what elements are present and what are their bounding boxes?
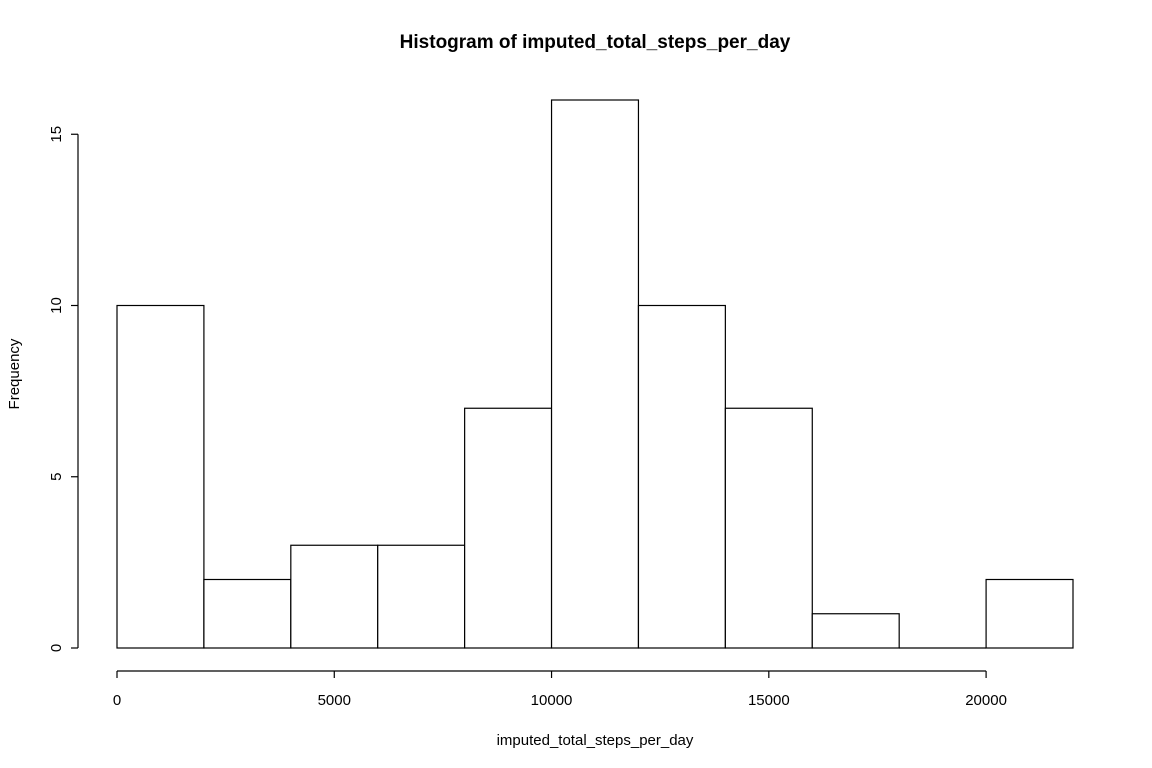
x-tick-label-0: 0: [113, 692, 121, 709]
x-axis-label: imputed_total_steps_per_day: [497, 732, 694, 749]
y-axis-label: Frequency: [6, 338, 23, 409]
y-axis: 0 5 10 15: [48, 126, 79, 652]
x-tick-label-1: 5000: [318, 692, 351, 709]
x-tick-label-2: 10000: [531, 692, 573, 709]
histogram-bar-7: [724, 407, 813, 649]
histogram-bar-4: [464, 407, 553, 649]
x-tick-label-4: 20000: [965, 692, 1007, 709]
histogram-bar-6: [637, 304, 726, 649]
histogram-bar-0: [116, 304, 205, 649]
histogram-bar-1: [203, 578, 292, 649]
histogram-bar-10: [985, 578, 1074, 649]
histogram-bar-2: [290, 544, 379, 649]
histogram-bar-5: [550, 99, 640, 649]
y-tick-label-2: 10: [48, 297, 65, 314]
y-tick-label-0: 0: [48, 644, 65, 652]
x-tick-label-3: 15000: [748, 692, 790, 709]
y-tick-label-3: 15: [48, 126, 65, 143]
histogram-bar-3: [377, 544, 466, 649]
histogram-bar-8: [811, 613, 900, 649]
y-tick-label-1: 5: [48, 473, 65, 481]
x-axis: 0 5000 10000 15000 20000: [113, 670, 1007, 709]
chart-title: Histogram of imputed_total_steps_per_day: [400, 32, 791, 53]
bars-group: [116, 99, 1074, 649]
